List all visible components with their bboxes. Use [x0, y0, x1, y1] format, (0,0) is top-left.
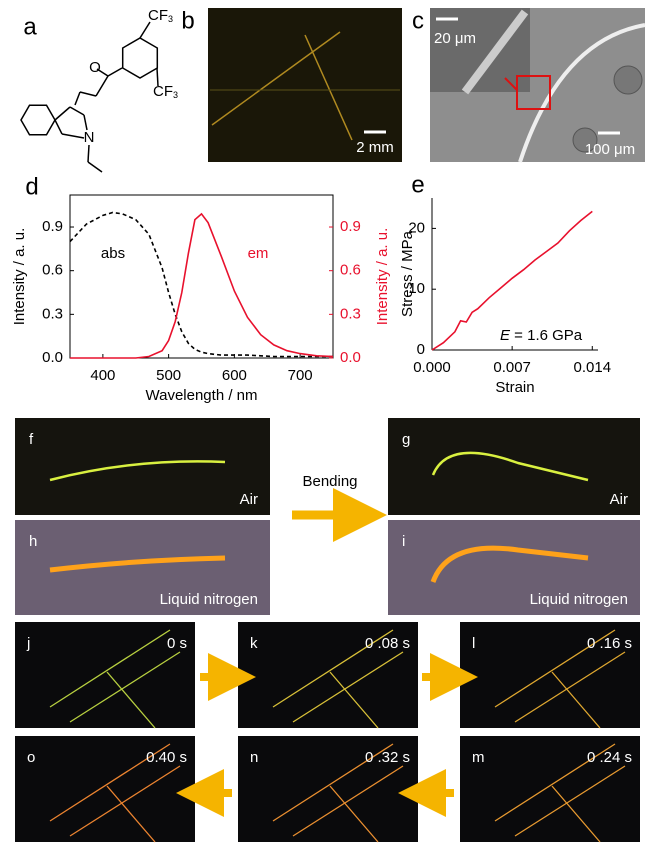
molecule [21, 22, 158, 172]
panel-label: k [250, 635, 258, 652]
scale-label: 20 μm [434, 30, 476, 47]
photo-caption: Air [610, 491, 628, 508]
bond [140, 22, 150, 38]
atom-label: O [89, 59, 101, 76]
bond [55, 120, 62, 134]
y-axis-title: Stress / MPa [399, 230, 416, 317]
scale-label: 2 mm [356, 139, 394, 156]
time-label: 0 s [167, 635, 187, 652]
annotation: E = 1.6 GPa [500, 327, 583, 344]
bond [96, 76, 108, 96]
bond [62, 134, 84, 138]
atom-label: CF3 [153, 83, 178, 100]
plot-frame [70, 195, 333, 358]
panel-label: h [29, 533, 37, 550]
scale-label: 100 μm [585, 141, 635, 158]
x-axis-title: Wavelength / nm [146, 387, 258, 404]
page: a O N CF3 CF3 b 2 mm c 20 μm 100 μm d e … [0, 0, 649, 843]
time-label: 0 .32 s [365, 749, 410, 766]
bond [84, 115, 87, 130]
panel-label: n [250, 749, 258, 766]
x-tick-label: 400 [90, 367, 115, 384]
x-tick-label: 700 [288, 367, 313, 384]
y2-tick-label: 0.9 [340, 218, 361, 235]
y2-axis-title: Intensity / a. u. [374, 228, 391, 326]
y-tick-label: 0.6 [42, 262, 63, 279]
y-tick-label: 0.0 [42, 349, 63, 366]
time-label: 0.40 s [146, 749, 187, 766]
panel-label: o [27, 749, 35, 766]
x-tick-label: 0.014 [574, 359, 612, 376]
y-axis-title: Intensity / a. u. [11, 228, 28, 326]
photo [388, 418, 640, 515]
panel-label: l [472, 635, 475, 652]
panel-label: i [402, 533, 405, 550]
series-label: em [248, 245, 269, 262]
atom-label: N [84, 129, 95, 146]
y2-tick-label: 0.0 [340, 349, 361, 366]
panel-label: d [25, 173, 38, 200]
bond [88, 145, 89, 162]
feature [614, 66, 642, 94]
bond [75, 92, 80, 105]
ring [21, 105, 55, 134]
panel-label: c [412, 7, 424, 34]
bond [70, 107, 84, 115]
photo [15, 418, 270, 515]
y-tick-label: 0.3 [42, 305, 63, 322]
x-tick-label: 500 [156, 367, 181, 384]
figure: a O N CF3 CF3 b 2 mm c 20 μm 100 μm d e … [0, 0, 649, 843]
x-tick-label: 600 [222, 367, 247, 384]
bond [55, 107, 70, 120]
photo-caption: Liquid nitrogen [530, 591, 628, 608]
x-tick-label: 0.000 [413, 359, 451, 376]
annotation-text: = 1.6 GPa [510, 327, 583, 344]
series-line [70, 214, 333, 358]
time-label: 0 .16 s [587, 635, 632, 652]
panel-label: b [181, 7, 194, 34]
y-tick-label: 0.9 [42, 218, 63, 235]
bond [88, 162, 102, 172]
panel-label: g [402, 431, 410, 448]
y2-tick-label: 0.6 [340, 262, 361, 279]
photo-caption: Air [240, 491, 258, 508]
panel-label: a [23, 13, 37, 40]
ring [123, 38, 158, 78]
bending-label: Bending [302, 473, 357, 490]
atom-label: CF3 [148, 7, 173, 24]
series-line [70, 213, 333, 357]
time-label: 0 .24 s [587, 749, 632, 766]
panel-label: j [26, 635, 30, 652]
photo-caption: Liquid nitrogen [160, 591, 258, 608]
bond [108, 68, 122, 76]
series-label: abs [101, 245, 125, 262]
x-tick-label: 0.007 [493, 359, 531, 376]
panel-label: e [411, 171, 424, 198]
x-axis-title: Strain [495, 379, 534, 396]
panel-label: m [472, 749, 485, 766]
y2-tick-label: 0.3 [340, 305, 361, 322]
bond [80, 92, 96, 96]
time-label: 0 .08 s [365, 635, 410, 652]
y-tick-label: 0 [417, 341, 425, 358]
